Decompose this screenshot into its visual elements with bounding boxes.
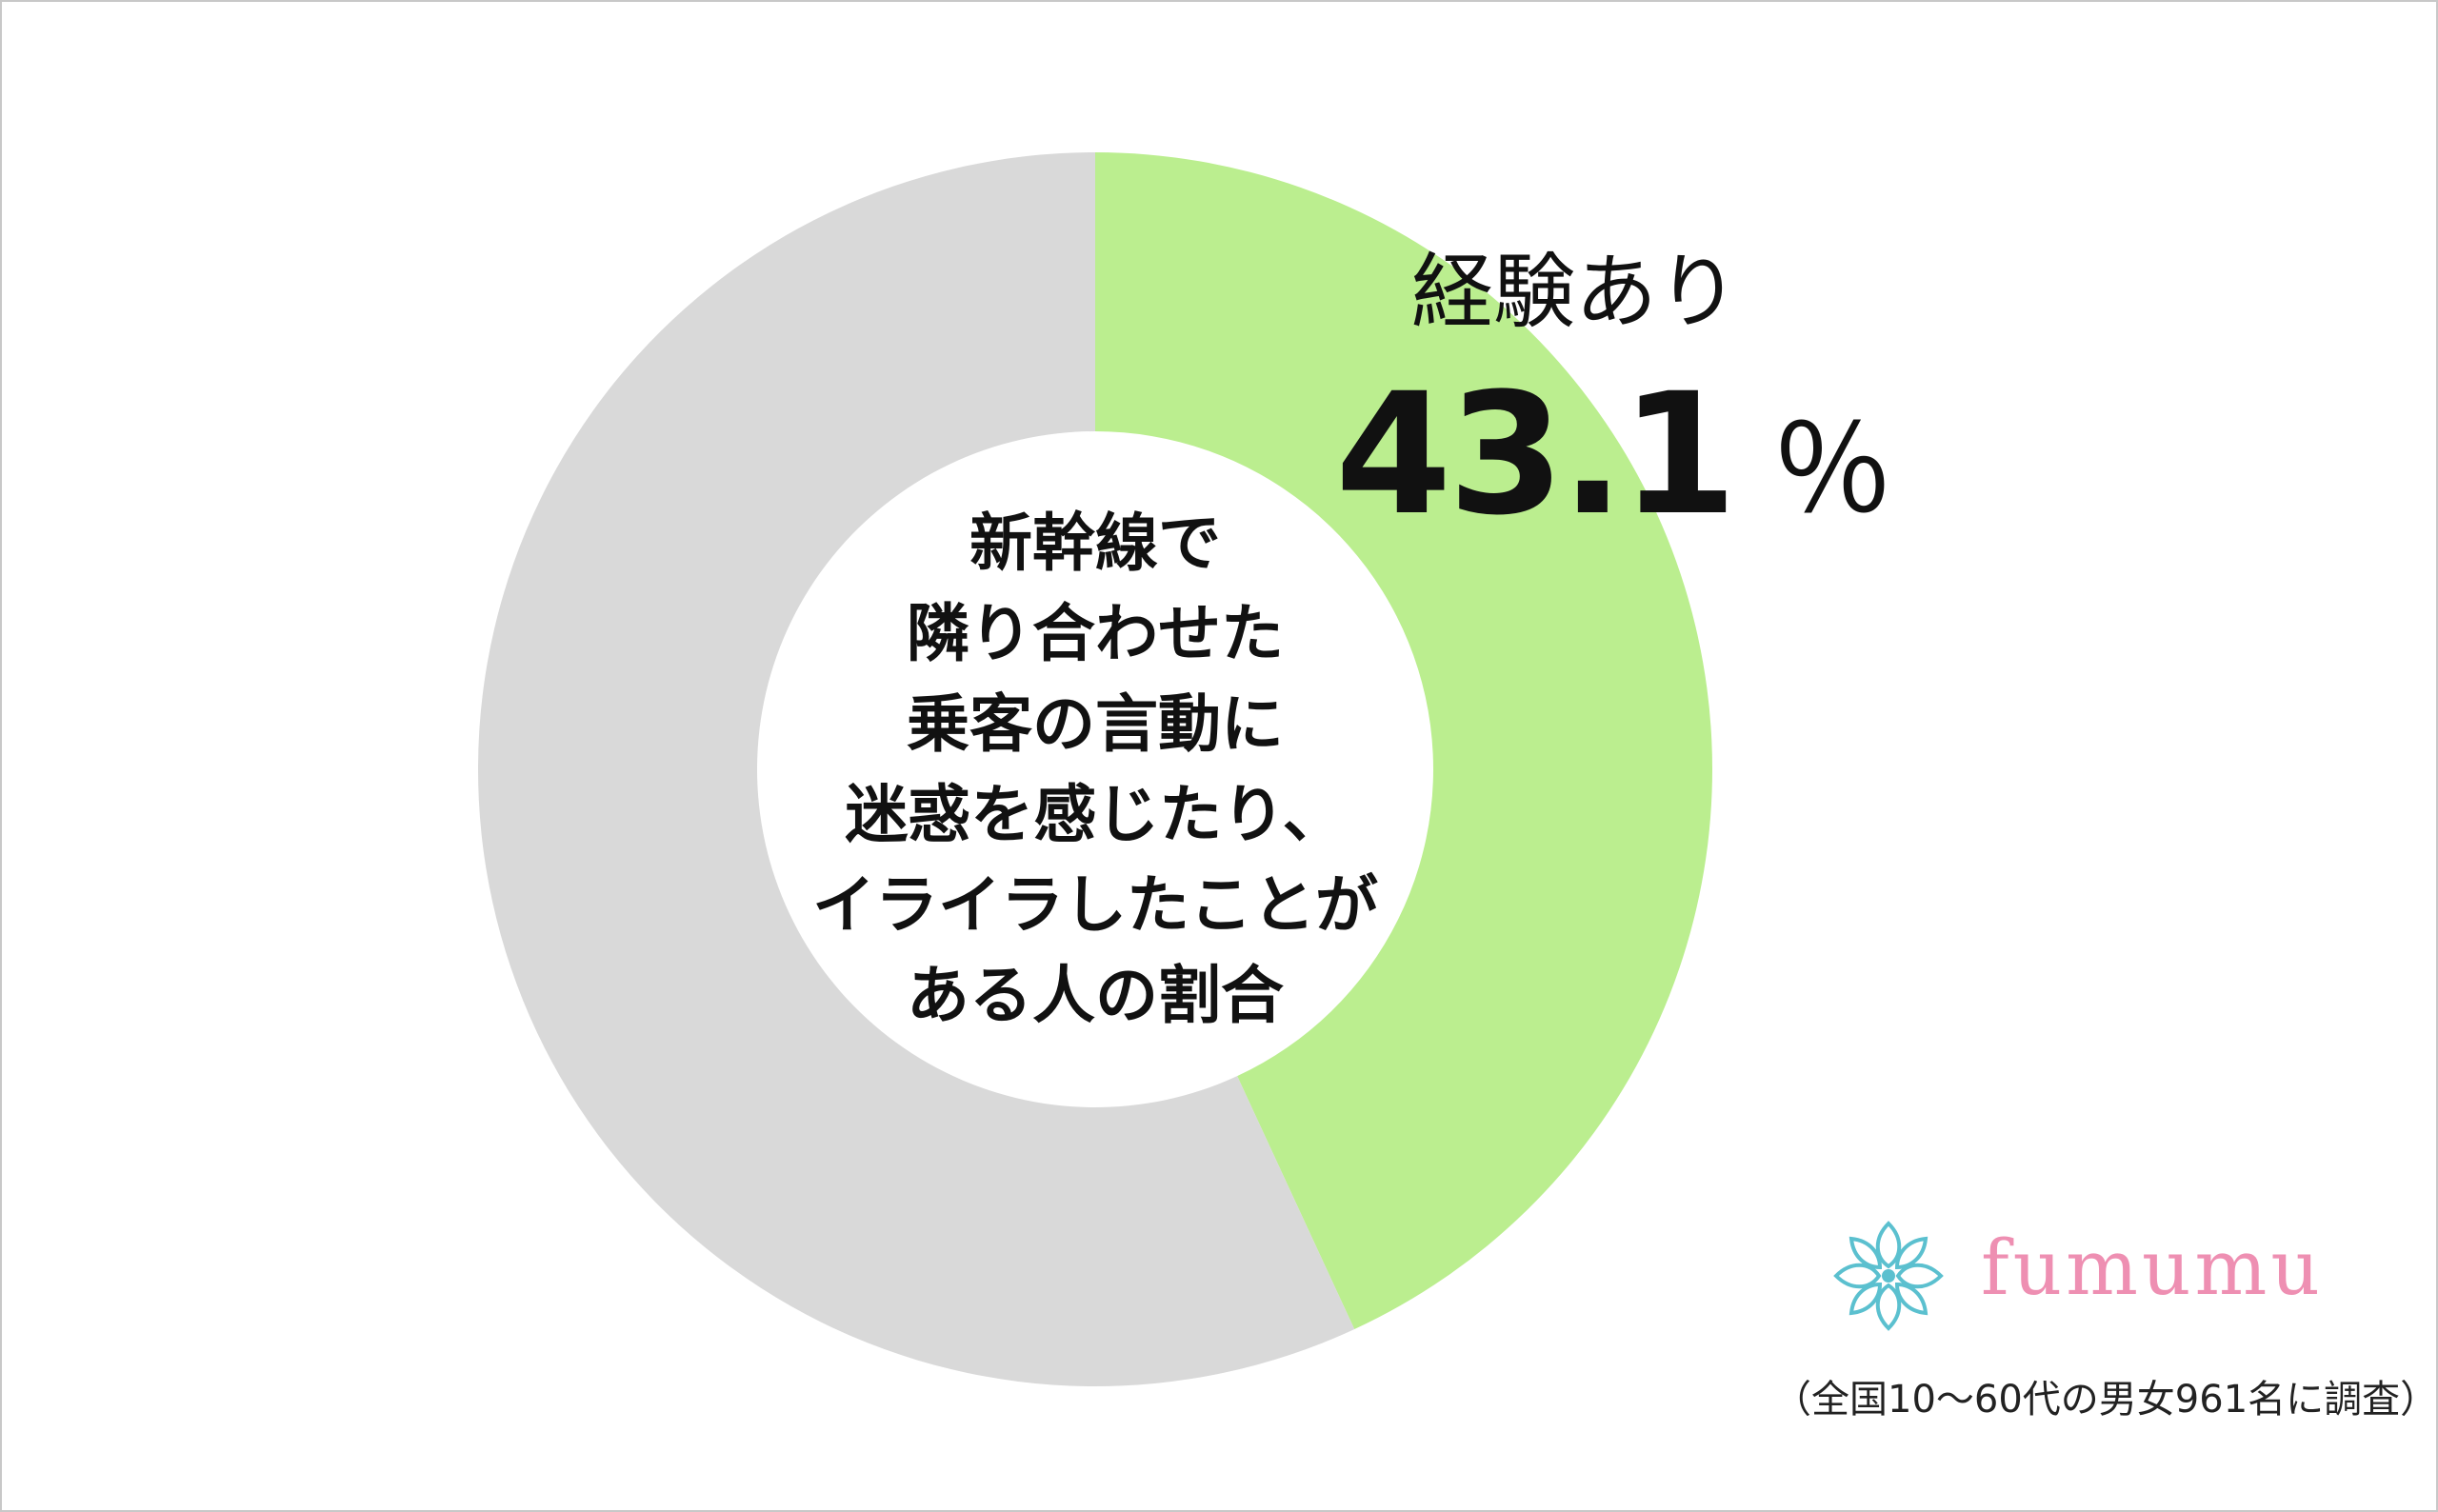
title-line: 新幹線で — [969, 507, 1221, 580]
slice-label-experienced: 経験あり — [1411, 245, 1739, 340]
donut-slice-0 — [1095, 152, 1713, 1330]
data-label-unit: ％ — [1771, 400, 1894, 542]
data-label-value: 43.1 — [1335, 357, 1737, 552]
title-line: 乗客の言動に — [907, 687, 1284, 761]
brand-logo: fumumu — [1981, 1224, 2324, 1312]
donut-slice-1 — [478, 152, 1355, 1386]
title-line: ある人の割合 — [907, 959, 1284, 1032]
chart-title: 新幹線で 隣り合わせた 乗客の言動に 迷惑を感じたり、 イライラしたことが ある… — [757, 498, 1433, 1041]
flower-icon — [1833, 1221, 1944, 1331]
title-line: 迷惑を感じたり、 — [845, 778, 1346, 851]
title-line: 隣り合わせた — [907, 597, 1284, 670]
slice-value-experienced: 43.1 ％ — [1335, 371, 1893, 539]
title-line: イライラしたことが — [812, 868, 1378, 942]
survey-footnote: （全国10～60代の男女961名に調査） — [1773, 1378, 2438, 1422]
